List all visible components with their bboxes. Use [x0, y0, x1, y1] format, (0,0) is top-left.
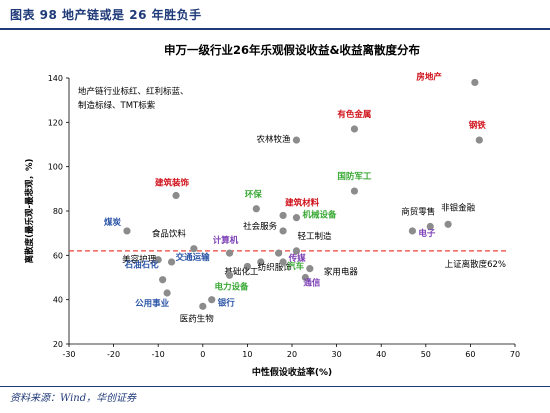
- y-axis-label: 离散度(最乐观-最悲观，%): [24, 158, 35, 263]
- data-point: [279, 211, 287, 220]
- data-point: [444, 220, 452, 228]
- x-axis-label: 中性假设收益率(%): [252, 366, 332, 378]
- point-label: 轻工制造: [297, 231, 332, 242]
- y-tick-label: 120: [48, 118, 63, 127]
- point-label: 家用电器: [324, 267, 359, 278]
- data-point: [225, 271, 234, 279]
- x-tick-label: -10: [152, 350, 165, 359]
- point-label: 公用事业: [135, 298, 170, 309]
- legend-note-line2: 制造标绿、TMT标紫: [78, 100, 156, 111]
- data-point: [350, 187, 359, 195]
- point-label: 商贸零售: [401, 207, 435, 218]
- point-label: 交通运输: [176, 252, 211, 263]
- point-label: 传媒: [288, 253, 307, 264]
- point-label: 建筑装饰: [154, 177, 190, 188]
- x-tick-label: -20: [107, 350, 120, 359]
- point-label: 计算机: [213, 235, 239, 246]
- y-tick-label: 80: [53, 207, 63, 216]
- point-label: 基础化工: [224, 266, 259, 277]
- point-label: 通信: [303, 278, 321, 289]
- point-label: 机械设备: [302, 210, 337, 221]
- legend-note-line1: 地产链行业标红、红利标蓝、: [78, 86, 189, 97]
- scatter-chart: 申万一级行业26年乐观假设收益&收益离散度分布 -30 -20 -10 0 10 20 30 4…: [24, 43, 520, 378]
- data-point: [292, 136, 301, 144]
- footer-divider: [0, 386, 550, 387]
- point-label: 电子: [418, 228, 436, 239]
- point-label: 国防军工: [337, 171, 372, 182]
- data-point: [154, 256, 162, 264]
- data-point: [279, 227, 287, 235]
- point-label: 农林牧渔: [256, 134, 291, 145]
- point-label: 煤炭: [104, 217, 122, 228]
- data-point: [279, 258, 287, 266]
- y-tick-label: 20: [53, 340, 63, 349]
- data-point: [167, 258, 176, 266]
- x-tick-label: 0: [200, 350, 205, 359]
- y-tick-label: 40: [53, 296, 63, 305]
- data-point: [123, 227, 131, 235]
- x-tick-label: 50: [421, 350, 431, 359]
- header-divider: [0, 28, 550, 30]
- point-label: 美容护理: [122, 254, 157, 265]
- y-tick-label: 60: [53, 251, 63, 260]
- point-label: 石油石化: [124, 260, 160, 271]
- point-label: 医药生物: [180, 313, 215, 324]
- data-point: [159, 276, 167, 284]
- data-point: [275, 249, 283, 257]
- data-point: [292, 247, 301, 255]
- point-label: 建筑材料: [284, 197, 320, 208]
- data-point: [471, 78, 479, 87]
- point-label: 汽车: [287, 261, 305, 272]
- point-label: 房地产: [416, 71, 442, 82]
- data-point: [208, 296, 216, 304]
- source-note: 资料来源：Wind，华创证券: [10, 393, 137, 404]
- x-tick-label: 60: [465, 350, 475, 359]
- x-tick-label: 30: [332, 350, 342, 359]
- point-label: 非银金融: [441, 202, 476, 213]
- x-tick-label: 70: [510, 350, 520, 359]
- data-point: [225, 249, 234, 257]
- x-tick-label: 40: [376, 350, 386, 359]
- data-point: [190, 245, 198, 253]
- data-point: [408, 227, 417, 235]
- point-label: 食品饮料: [152, 229, 187, 240]
- data-point: [163, 289, 171, 297]
- point-label: 钢铁: [469, 120, 487, 131]
- point-label: 银行: [217, 298, 236, 309]
- y-tick-label: 100: [48, 163, 63, 172]
- reference-line-label: 上证离散度62%: [445, 259, 506, 270]
- figure-title: 图表 98 地产链或是 26 年胜负手: [10, 7, 202, 22]
- chart-title: 申万一级行业26年乐观假设收益&收益离散度分布: [164, 43, 421, 57]
- point-label: 环保: [245, 189, 263, 200]
- point-label: 电力设备: [215, 281, 250, 292]
- data-point: [350, 125, 359, 133]
- x-tick-label: 10: [242, 350, 252, 359]
- data-point: [252, 205, 260, 213]
- data-point: [306, 265, 314, 273]
- y-tick-label: 140: [48, 74, 63, 83]
- data-point: [199, 302, 207, 310]
- data-point: [172, 191, 180, 200]
- data-point: [301, 273, 309, 282]
- data-point: [243, 262, 251, 271]
- data-point: [475, 136, 483, 144]
- point-label: 有色金属: [337, 109, 371, 120]
- data-point: [257, 258, 265, 266]
- figure-header: 图表 98 地产链或是 26 年胜负手: [0, 0, 550, 28]
- point-label: 纺织服饰: [258, 262, 293, 273]
- data-point: [426, 222, 434, 231]
- point-label: 社会服务: [243, 221, 278, 232]
- x-tick-label: -30: [62, 350, 75, 359]
- x-tick-label: 20: [287, 350, 297, 359]
- data-point: [292, 214, 301, 222]
